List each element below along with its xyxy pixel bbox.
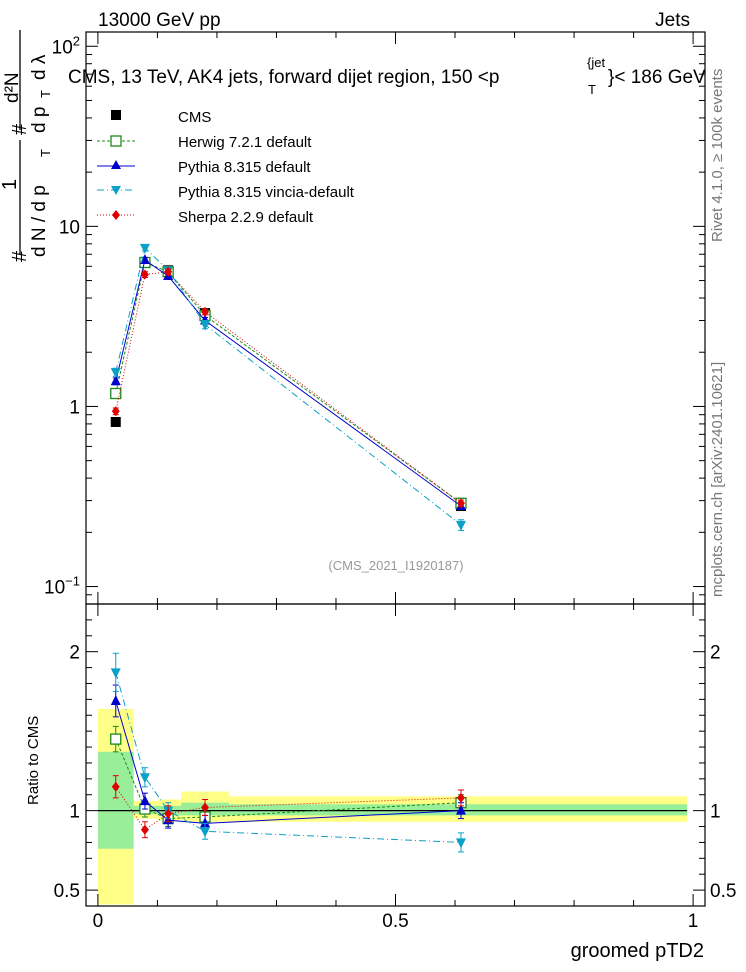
main-point-sherpa-2-2-9-default (456, 498, 465, 509)
header-right: Jets (655, 10, 690, 31)
ratio-y-tick-label-left: 1 (69, 802, 80, 823)
ratio-point-sherpa-2-2-9-default (164, 808, 173, 819)
main-point-cms (110, 416, 121, 427)
legend-label-vincia: Pythia 8.315 vincia-default (178, 184, 355, 201)
ylabel-frac-den-sub: T (38, 149, 53, 157)
legend-label-pythia: Pythia 8.315 default (178, 159, 311, 176)
ratio-plot-panel: 0.5 0.5 1 1 2 2 0 0.5 1 (54, 603, 737, 932)
x-axis-label: groomed pTD2 (571, 940, 704, 962)
mcplots-side-label: mcplots.cern.ch [arXiv:2401.10621] (709, 362, 726, 597)
ylabel-frac-num: 1 (0, 179, 21, 190)
ratio-point-sherpa-2-2-9-default (201, 802, 210, 813)
ratio-y-tick-label-right: 0.5 (710, 881, 736, 902)
main-plot-panel: 10−1 1 10 102 (44, 31, 706, 605)
ratio-y-tick-label-left: 0.5 (54, 881, 80, 902)
ratio-point-pythia-8-315-vincia-default (455, 838, 466, 849)
main-y-tick-labels: 10−1 1 10 102 (44, 33, 80, 598)
legend-marker-sherpa (97, 210, 135, 220)
ratio-point-pythia-8-315-vincia-default (139, 773, 150, 784)
title-sub: T (588, 82, 596, 97)
title-sup: {jet (587, 55, 605, 70)
x-tick-label: 0 (93, 911, 104, 932)
ratio-y-tick-label-left: 2 (69, 643, 80, 664)
ratio-point-pythia-8-315-default (455, 804, 466, 815)
main-point-sherpa-2-2-9-default (201, 306, 210, 317)
main-y-tick-label: 102 (52, 33, 80, 58)
ratio-axis-ticks (86, 604, 705, 907)
title-main: CMS, 13 TeV, AK4 jets, forward dijet reg… (68, 67, 499, 88)
main-plot-content (110, 243, 467, 531)
legend-label-sherpa: Sherpa 2.2.9 default (178, 209, 314, 226)
main-line-pythia-8-315-vincia-default (115, 246, 462, 526)
main-point-pythia-8-315-default (110, 375, 121, 386)
title-end: }< 186 GeV (608, 67, 706, 88)
main-line-sherpa-2-2-9-default (115, 271, 462, 504)
main-point-pythia-8-315-vincia-default (455, 520, 466, 531)
analysis-watermark: (CMS_2021_I1920187) (328, 558, 463, 573)
main-axis-ticks (86, 32, 705, 605)
main-point-pythia-8-315-vincia-default (200, 320, 211, 331)
main-point-pythia-8-315-vincia-default (110, 368, 121, 379)
x-tick-label: 1 (688, 911, 699, 932)
ylabel-den2-sub: T (38, 90, 53, 98)
ratio-point-sherpa-2-2-9-default (111, 781, 120, 792)
main-chart-title: CMS, 13 TeV, AK4 jets, forward dijet reg… (68, 55, 706, 97)
ratio-point-sherpa-2-2-9-default (456, 792, 465, 803)
ratio-y-tick-label-right: 2 (710, 643, 721, 664)
ratio-point-herwig-7-2-1-default (110, 733, 122, 745)
ratio-point-pythia-8-315-default (139, 795, 150, 806)
ratio-point-pythia-8-315-vincia-default (200, 827, 211, 838)
ylabel-den2: d p (29, 107, 50, 133)
ratio-y-tick-label-right: 1 (710, 802, 721, 823)
ratio-y-axis-label: Ratio to CMS (25, 716, 42, 805)
legend-label-herwig: Herwig 7.2.1 default (178, 134, 312, 151)
ratio-point-sherpa-2-2-9-default (140, 824, 149, 835)
main-point-sherpa-2-2-9-default (164, 266, 173, 277)
legend-marker-herwig (97, 135, 135, 147)
x-tick-label: 0.5 (382, 911, 408, 932)
main-y-tick-label: 1 (69, 397, 80, 418)
main-point-sherpa-2-2-9-default (111, 406, 120, 417)
main-point-pythia-8-315-vincia-default (139, 243, 150, 254)
ratio-plot-content (97, 652, 688, 905)
ylabel-frac-den: d N / d p (29, 185, 50, 257)
main-line-pythia-8-315-default (115, 259, 462, 507)
ratio-point-pythia-8-315-default (200, 817, 211, 828)
ratio-tick-labels: 0.5 0.5 1 1 2 2 0 0.5 1 (54, 643, 737, 932)
ylabel-num2: d²N (2, 72, 23, 103)
legend-marker-pythia (97, 160, 135, 169)
rivet-side-label: Rivet 4.1.0, ≥ 100k events (709, 69, 726, 242)
ratio-band-green (228, 804, 688, 816)
main-y-tick-label: 10 (59, 217, 80, 238)
main-point-sherpa-2-2-9-default (140, 269, 149, 280)
legend: CMS Herwig 7.2.1 default Pythia 8.315 de… (97, 109, 355, 226)
main-point-pythia-8-315-default (139, 254, 150, 265)
legend-marker-vincia (97, 186, 135, 195)
ratio-line-pythia-8-315-vincia-default (115, 672, 461, 843)
main-line-herwig-7-2-1-default (115, 261, 462, 504)
ratio-point-pythia-8-315-default (110, 694, 121, 705)
ratio-band-green (97, 751, 134, 849)
ylabel-lead: # (9, 250, 31, 262)
main-y-axis-label: # 1 d N / d p T # d²N d p T d λ (0, 30, 53, 262)
main-point-herwig-7-2-1-default (110, 387, 122, 400)
ratio-plot-frame (85, 603, 706, 907)
legend-marker-cms (111, 110, 121, 120)
ratio-point-pythia-8-315-vincia-default (110, 668, 121, 679)
header-left: 13000 GeV pp (98, 10, 221, 31)
legend-label-cms: CMS (178, 109, 211, 126)
main-y-tick-label: 10−1 (44, 574, 80, 599)
ylabel-den2-end: d λ (29, 54, 50, 80)
